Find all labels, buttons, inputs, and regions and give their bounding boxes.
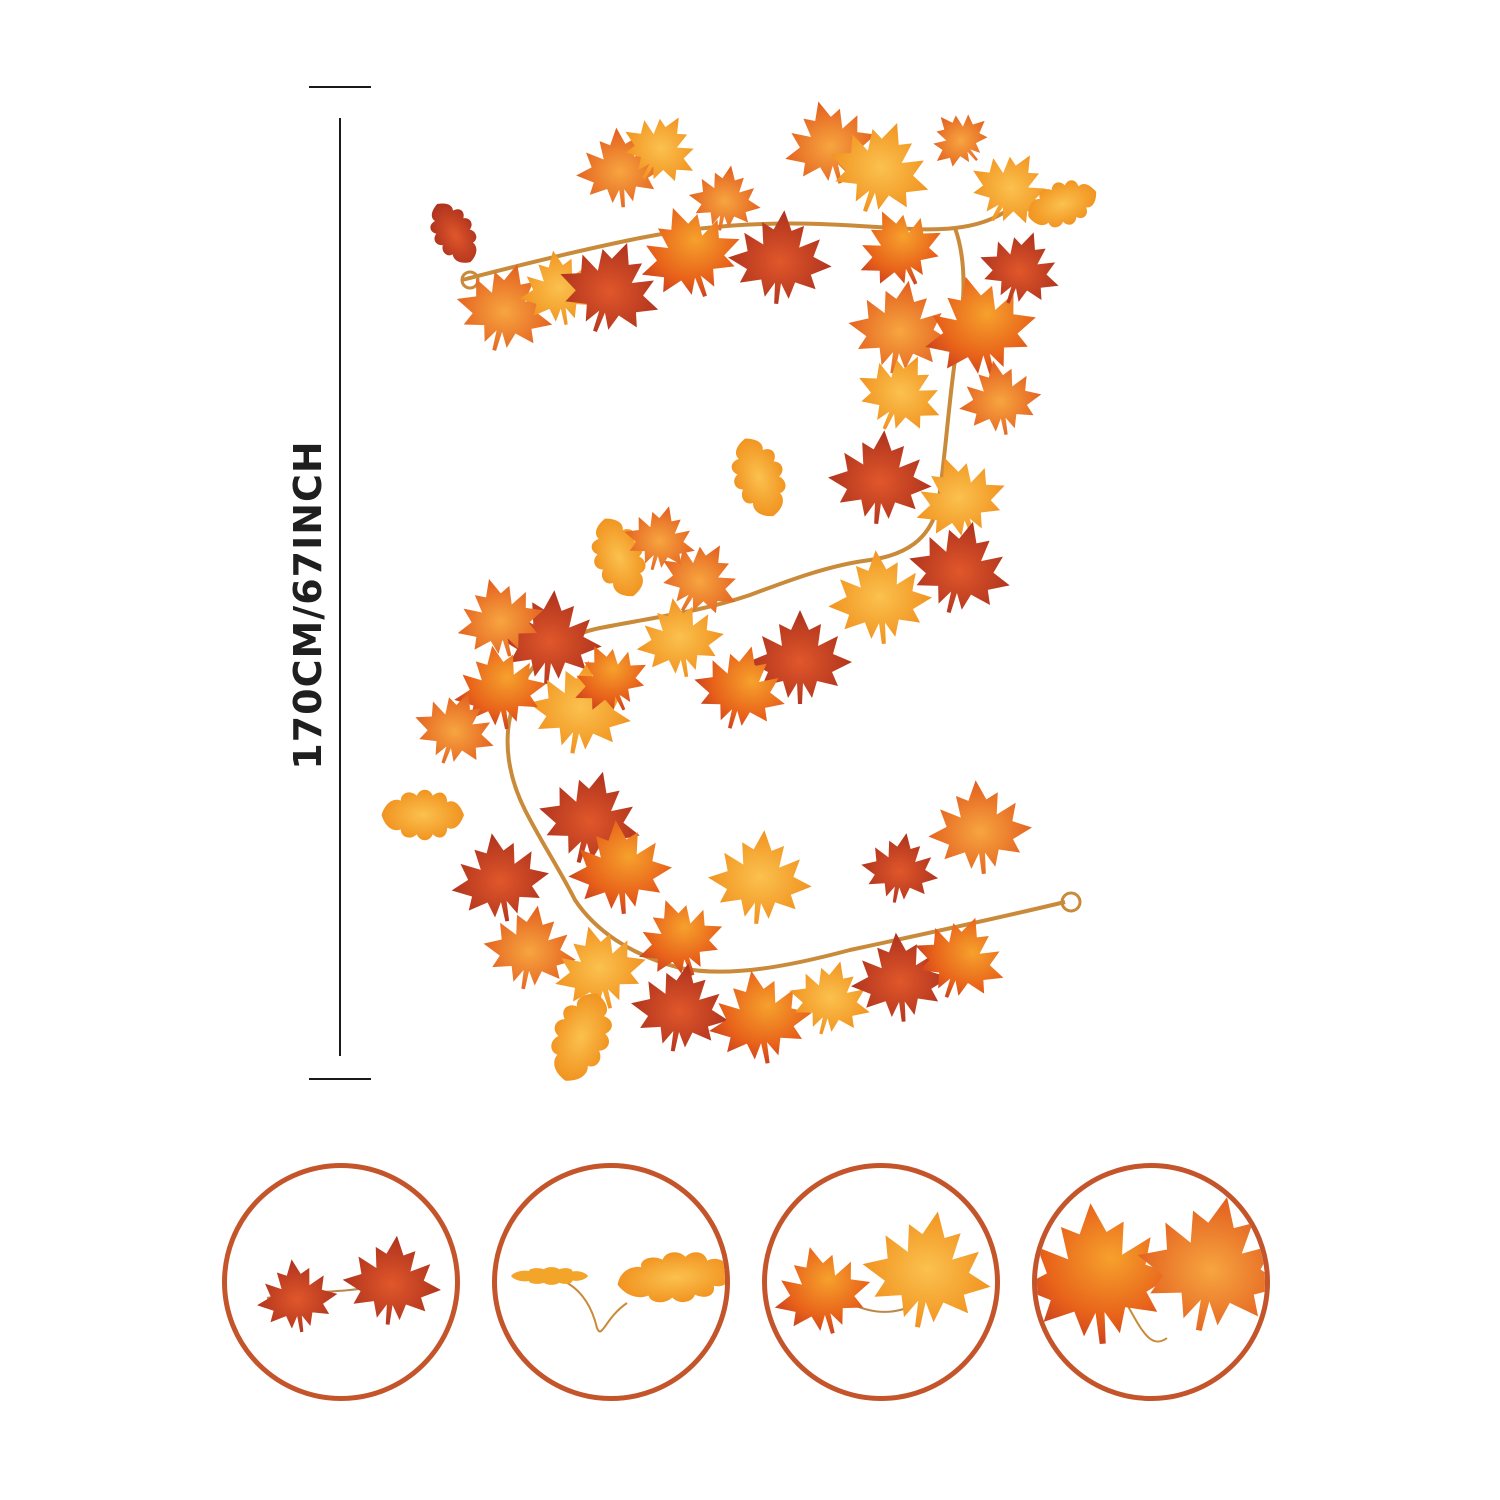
garland-leaf — [724, 205, 837, 309]
detail-image-2 — [511, 1245, 725, 1333]
garland-leaf — [841, 192, 956, 303]
garland-leaf — [1020, 171, 1104, 238]
garland-leaf — [916, 96, 1001, 181]
detail-image-4 — [1037, 1181, 1265, 1351]
dimension-vertical-line — [339, 118, 341, 1056]
detail-circle-3 — [762, 1163, 1000, 1401]
detail-circle-2 — [492, 1163, 730, 1401]
garland-leaf — [623, 884, 735, 991]
garland-start-loop — [460, 270, 480, 290]
detail-circle-1 — [222, 1163, 460, 1401]
garland-leaf — [538, 983, 624, 1091]
garland-leaf — [923, 775, 1036, 879]
dimension-bottom-tick — [309, 1078, 371, 1080]
garland-leaf — [381, 789, 464, 841]
detail-image-1 — [251, 1230, 447, 1338]
garland-leaf — [419, 193, 489, 273]
garland-leaf — [704, 825, 817, 929]
garland-leaf — [721, 430, 797, 525]
garland-leaf — [824, 425, 937, 529]
detail-circle-4 — [1032, 1163, 1270, 1401]
garland-leaf — [952, 353, 1048, 442]
detail-image-3 — [767, 1200, 995, 1347]
garland-leaf — [900, 441, 1018, 554]
garland-end-loop — [1060, 891, 1082, 913]
garland-leaf — [855, 826, 945, 910]
dimension-top-tick — [309, 86, 371, 88]
